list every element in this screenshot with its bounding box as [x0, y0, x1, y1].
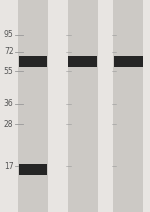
Text: 55: 55 — [4, 67, 14, 75]
Bar — [68, 0, 98, 212]
Text: 95: 95 — [4, 31, 14, 39]
Text: 36: 36 — [4, 99, 14, 108]
Bar — [114, 56, 142, 67]
Text: 72: 72 — [4, 47, 14, 56]
Bar — [19, 164, 47, 176]
Bar — [68, 56, 97, 67]
Text: 17: 17 — [4, 162, 14, 171]
Bar — [18, 0, 48, 212]
Text: 28: 28 — [4, 120, 14, 128]
Bar — [19, 56, 47, 67]
Bar — [113, 0, 143, 212]
